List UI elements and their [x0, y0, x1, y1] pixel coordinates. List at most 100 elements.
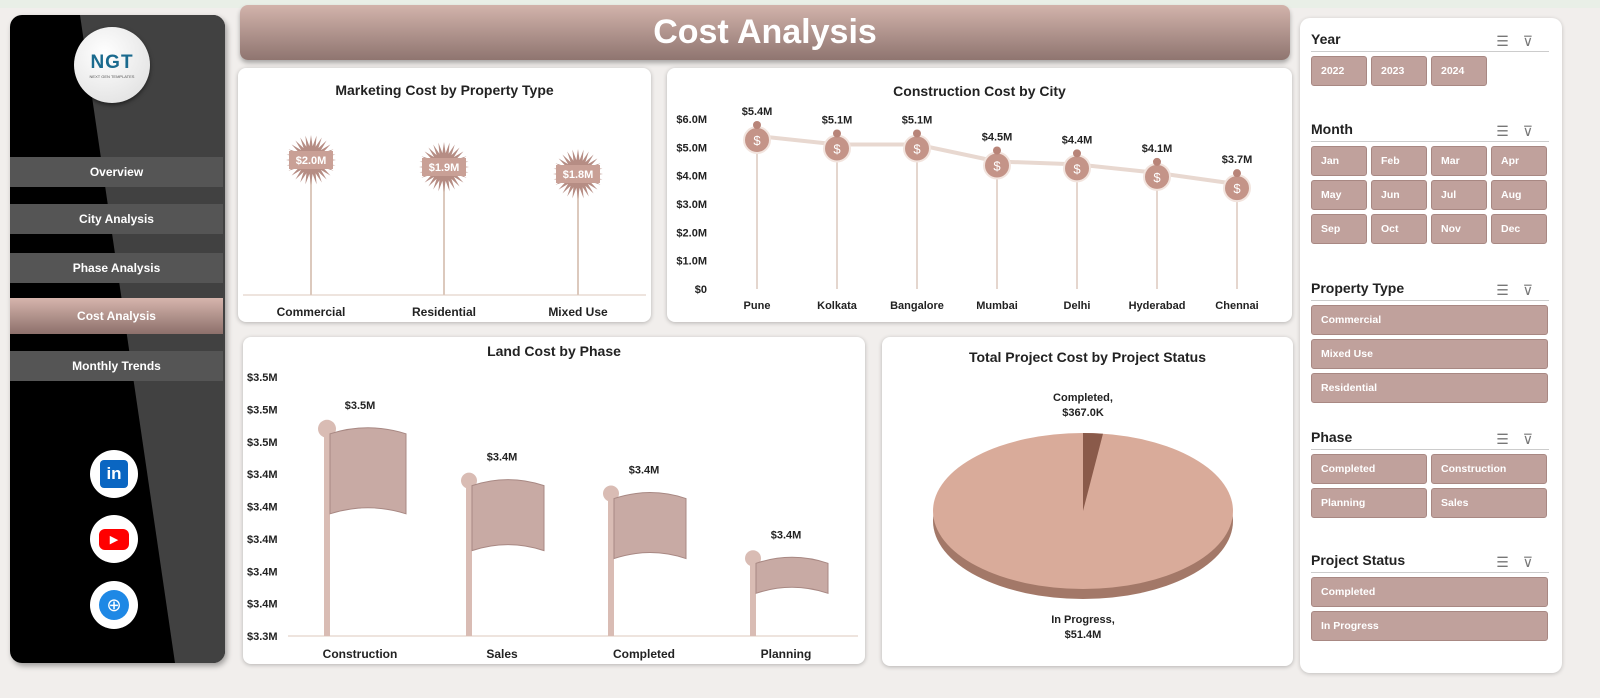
- filter-option[interactable]: Jan: [1311, 146, 1367, 176]
- filter-option[interactable]: May: [1311, 180, 1367, 210]
- land-cost-chart: Land Cost by Phase $3.3M $3.4M $3.4M $3.4M $…: [243, 337, 865, 664]
- y-tick-label: $3.5M: [247, 404, 278, 416]
- multi-select-icon[interactable]: ☰: [1496, 123, 1523, 139]
- x-tick-label: Mixed Use: [548, 305, 608, 319]
- filter-option[interactable]: Sales: [1431, 488, 1547, 518]
- filter-option[interactable]: Oct: [1371, 214, 1427, 244]
- filter-actions: ☰⊽: [1496, 426, 1547, 452]
- sidebar: NGT NEXT GEN TEMPLATES Overview City Anal…: [10, 15, 225, 663]
- filter-option[interactable]: 2023: [1371, 56, 1427, 86]
- multi-select-icon[interactable]: ☰: [1496, 431, 1523, 447]
- top-strip: [0, 0, 1600, 8]
- filter-title-text: Month: [1311, 121, 1353, 137]
- x-tick-label: Construction: [323, 647, 398, 661]
- clear-filter-icon[interactable]: ⊽: [1522, 554, 1547, 570]
- clear-filter-icon[interactable]: ⊽: [1522, 123, 1547, 139]
- nav-cost-analysis[interactable]: Cost Analysis: [10, 298, 223, 334]
- filter-options: Commercial Mixed Use Residential: [1311, 305, 1549, 403]
- filter-option[interactable]: Apr: [1491, 146, 1547, 176]
- data-label: $4.1M: [1142, 143, 1173, 155]
- x-tick-label: Bangalore: [890, 300, 944, 312]
- data-label: $3.4M: [771, 529, 802, 541]
- filter-option[interactable]: In Progress: [1311, 611, 1548, 641]
- data-label: In Progress,: [1051, 614, 1115, 626]
- y-tick-label: $3.4M: [247, 599, 278, 611]
- multi-select-icon[interactable]: ☰: [1496, 282, 1523, 298]
- dollar-icon: $: [753, 133, 761, 148]
- filter-option[interactable]: Aug: [1491, 180, 1547, 210]
- money-bag-knot: [1153, 157, 1161, 166]
- filter-year: Year ☰⊽ 2022 2023 2024: [1311, 26, 1549, 86]
- data-label: $5.4M: [742, 106, 773, 118]
- data-label: $3.5M: [345, 400, 376, 412]
- filter-option[interactable]: Construction: [1431, 454, 1547, 484]
- multi-select-icon[interactable]: ☰: [1496, 33, 1523, 49]
- flag: [613, 492, 687, 560]
- data-label-bg: [422, 158, 466, 176]
- filter-options: 2022 2023 2024: [1311, 56, 1549, 86]
- filter-title-text: Phase: [1311, 429, 1353, 445]
- sidebar-decoration: [80, 15, 225, 663]
- dollar-icon: $: [1153, 170, 1161, 185]
- filter-actions: ☰⊽: [1496, 277, 1547, 303]
- y-tick-label: $3.4M: [247, 469, 278, 481]
- y-tick-label: $2.0M: [676, 227, 707, 239]
- data-label: $4.5M: [982, 132, 1013, 144]
- filter-actions: ☰⊽: [1496, 118, 1547, 144]
- filter-option[interactable]: Feb: [1371, 146, 1427, 176]
- nav-monthly-trends[interactable]: Monthly Trends: [10, 351, 223, 381]
- filter-option[interactable]: Dec: [1491, 214, 1547, 244]
- clear-filter-icon[interactable]: ⊽: [1522, 282, 1547, 298]
- y-tick-label: $1.0M: [676, 256, 707, 268]
- dollar-icon: $: [833, 142, 841, 157]
- filter-actions: ☰⊽: [1496, 28, 1547, 54]
- youtube-button[interactable]: ▶: [90, 515, 138, 563]
- data-label: $1.8M: [563, 169, 594, 181]
- y-tick-label: $3.3M: [247, 631, 278, 643]
- filter-title: Phase ☰⊽: [1311, 424, 1549, 450]
- linkedin-icon: in: [100, 460, 128, 488]
- x-tick-label: Mumbai: [976, 300, 1018, 312]
- filter-option[interactable]: Mixed Use: [1311, 339, 1548, 369]
- y-tick-label: $0: [695, 284, 707, 296]
- nav-overview[interactable]: Overview: [10, 157, 223, 187]
- flag-pole-top: [745, 550, 761, 567]
- filter-option[interactable]: Sep: [1311, 214, 1367, 244]
- data-label: $3.4M: [487, 452, 518, 464]
- y-tick-label: $3.4M: [247, 566, 278, 578]
- filter-option[interactable]: 2022: [1311, 56, 1367, 86]
- x-tick-label: Delhi: [1064, 300, 1091, 312]
- filter-option[interactable]: Nov: [1431, 214, 1487, 244]
- filter-option[interactable]: Completed: [1311, 454, 1427, 484]
- flag: [329, 427, 407, 515]
- filter-option[interactable]: Residential: [1311, 373, 1548, 403]
- filter-option[interactable]: Commercial: [1311, 305, 1548, 335]
- website-button[interactable]: ⊕: [90, 581, 138, 629]
- filter-option[interactable]: Jun: [1371, 180, 1427, 210]
- nav-city-analysis[interactable]: City Analysis: [10, 204, 223, 234]
- filter-option[interactable]: Jul: [1431, 180, 1487, 210]
- filter-option[interactable]: Completed: [1311, 577, 1548, 607]
- land-cost-svg: $3.3M $3.4M $3.4M $3.4M $3.4M $3.4M $3.5M $3.5M…: [247, 372, 858, 661]
- clear-filter-icon[interactable]: ⊽: [1522, 33, 1547, 49]
- chart-title: Total Project Cost by Project Status: [968, 349, 1206, 365]
- y-tick-label: $3.4M: [247, 502, 278, 514]
- nav-phase-analysis[interactable]: Phase Analysis: [10, 253, 223, 283]
- filter-actions: ☰⊽: [1496, 549, 1547, 575]
- filter-option[interactable]: 2024: [1431, 56, 1487, 86]
- money-bag-knot: [1073, 149, 1081, 158]
- filter-project-status: Project Status ☰⊽ Completed In Progress: [1311, 547, 1549, 641]
- linkedin-button[interactable]: in: [90, 450, 138, 498]
- filter-options: Jan Feb Mar Apr May Jun Jul Aug Sep Oct Nov Dec: [1311, 146, 1549, 244]
- filter-option[interactable]: Planning: [1311, 488, 1427, 518]
- flag-pole-top: [603, 485, 619, 502]
- chart-title: Construction Cost by City: [893, 83, 1066, 99]
- flag-pole: [608, 493, 614, 636]
- flag-pole: [324, 428, 330, 636]
- clear-filter-icon[interactable]: ⊽: [1522, 431, 1547, 447]
- multi-select-icon[interactable]: ☰: [1496, 554, 1523, 570]
- y-tick-label: $6.0M: [676, 114, 707, 126]
- filter-option[interactable]: Mar: [1431, 146, 1487, 176]
- project-status-chart: Total Project Cost by Project Status Com…: [882, 337, 1293, 666]
- x-tick-label: Kolkata: [817, 300, 858, 312]
